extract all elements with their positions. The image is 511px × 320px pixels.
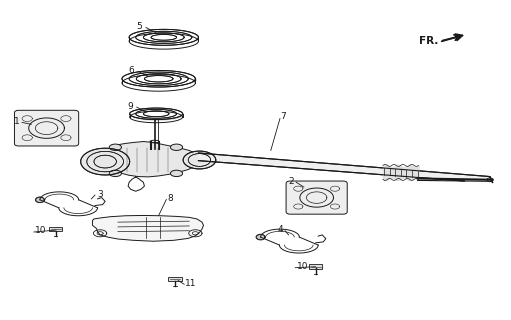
Polygon shape [109,141,199,177]
Polygon shape [198,153,490,181]
Text: 7: 7 [280,113,286,122]
Ellipse shape [36,197,44,202]
Ellipse shape [257,235,265,240]
FancyBboxPatch shape [286,181,347,214]
FancyBboxPatch shape [49,227,62,231]
Ellipse shape [109,144,122,150]
FancyBboxPatch shape [309,264,322,269]
Text: 10: 10 [35,226,47,235]
Text: 5: 5 [136,22,143,31]
Text: 6: 6 [128,66,134,75]
Text: 2: 2 [288,177,294,186]
Polygon shape [92,215,203,241]
Ellipse shape [129,30,198,45]
Text: 9: 9 [127,102,133,111]
Ellipse shape [122,71,195,87]
Text: 3: 3 [98,190,103,199]
FancyArrowPatch shape [443,35,460,41]
Text: 4: 4 [278,225,284,234]
Ellipse shape [130,108,182,119]
Ellipse shape [183,151,215,169]
Ellipse shape [81,148,129,175]
Ellipse shape [170,170,182,177]
Text: 10: 10 [297,262,309,271]
Text: FR.: FR. [419,36,438,45]
Text: 8: 8 [168,194,174,203]
FancyBboxPatch shape [14,110,79,146]
Text: 11: 11 [185,279,197,288]
Ellipse shape [109,170,122,177]
Ellipse shape [170,144,182,150]
FancyBboxPatch shape [168,276,181,281]
Text: 1: 1 [14,117,20,126]
